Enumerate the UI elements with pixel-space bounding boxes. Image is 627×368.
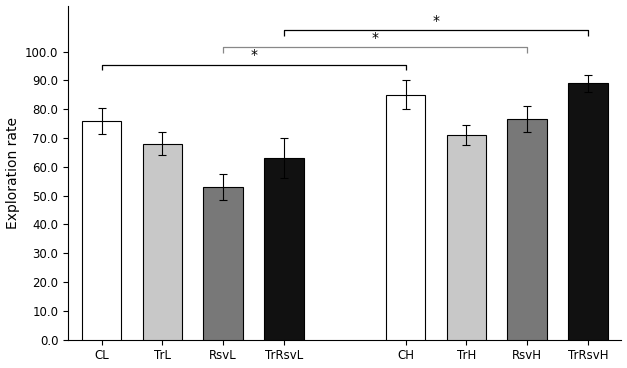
Text: *: * [433, 14, 440, 28]
Bar [386, 95, 425, 340]
Bar [143, 144, 182, 340]
Text: *: * [250, 48, 257, 62]
Y-axis label: Exploration rate: Exploration rate [6, 117, 19, 229]
Bar [264, 158, 304, 340]
Bar [568, 83, 608, 340]
Bar [507, 119, 547, 340]
Bar [204, 187, 243, 340]
Bar [82, 121, 122, 340]
Bar [446, 135, 486, 340]
Text: *: * [372, 31, 379, 45]
